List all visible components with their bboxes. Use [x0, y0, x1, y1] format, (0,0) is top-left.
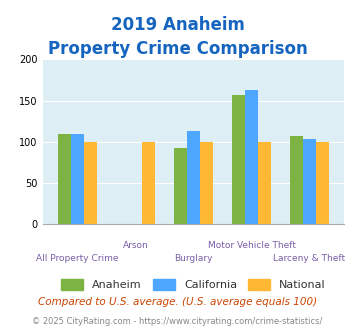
Bar [303, 139, 316, 224]
Bar [142, 142, 154, 224]
Bar [233, 95, 245, 224]
Text: Compared to U.S. average. (U.S. average equals 100): Compared to U.S. average. (U.S. average … [38, 297, 317, 307]
Bar [187, 131, 200, 224]
Bar [245, 90, 258, 224]
Text: 2019 Anaheim: 2019 Anaheim [110, 16, 245, 35]
Text: Motor Vehicle Theft: Motor Vehicle Theft [208, 241, 295, 250]
Text: Burglary: Burglary [174, 254, 213, 263]
Bar [84, 142, 97, 224]
Text: Arson: Arson [122, 241, 148, 250]
Bar [71, 134, 84, 224]
Bar [290, 136, 303, 224]
Text: © 2025 CityRating.com - https://www.cityrating.com/crime-statistics/: © 2025 CityRating.com - https://www.city… [32, 317, 323, 326]
Bar [58, 134, 71, 224]
Bar [200, 142, 213, 224]
Bar [316, 142, 329, 224]
Text: Larceny & Theft: Larceny & Theft [273, 254, 346, 263]
Text: Property Crime Comparison: Property Crime Comparison [48, 40, 307, 58]
Bar [174, 148, 187, 224]
Text: All Property Crime: All Property Crime [36, 254, 119, 263]
Legend: Anaheim, California, National: Anaheim, California, National [56, 275, 331, 295]
Bar [258, 142, 271, 224]
